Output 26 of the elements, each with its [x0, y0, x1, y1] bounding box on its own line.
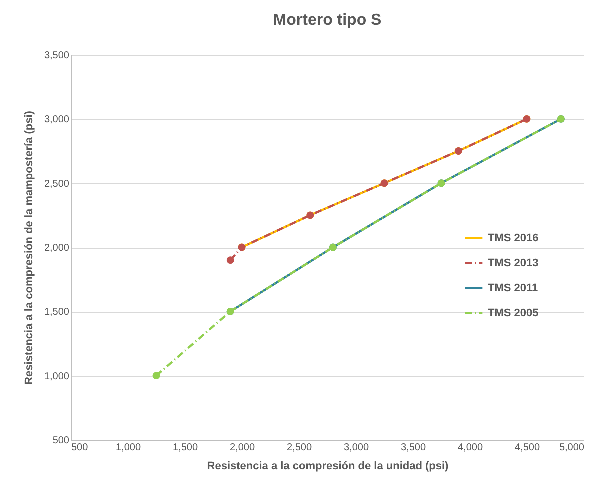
x-tick-label: 3,000: [344, 442, 370, 454]
legend-label: TMS 2011: [488, 282, 538, 294]
x-tick-label: 5,000: [559, 442, 585, 454]
x-tick-label: 1,500: [172, 442, 198, 454]
x-tick-label: 3,500: [400, 442, 426, 454]
x-tick-label: 2,000: [230, 442, 256, 454]
chart-title: Mortero tipo S: [273, 12, 382, 29]
x-tick-label: 4,000: [458, 442, 484, 454]
x-axis-title: Resistencia a la compresión de la unidad (psi): [207, 460, 450, 472]
y-tick-label: 500: [52, 436, 70, 446]
legend-label: TMS 2013: [488, 257, 539, 270]
x-tick-label: 500: [72, 442, 89, 454]
x-tick-label: 2,500: [286, 442, 312, 454]
y-tick-label: 1,000: [44, 371, 70, 382]
y-tick-label: 2,000: [44, 243, 70, 254]
legend-label: TMS 2016: [488, 232, 539, 244]
y-tick-label: 3,500: [44, 50, 70, 62]
y-tick-label: 2,500: [44, 178, 70, 190]
point: [152, 372, 160, 380]
y-tick-label: 3,000: [44, 114, 70, 126]
x-tick-label: 1,000: [116, 442, 142, 454]
legend-label: TMS 2005: [488, 307, 539, 320]
y-tick-label: 1,500: [44, 307, 70, 318]
point: [226, 256, 234, 264]
x-tick-label: 4,500: [514, 442, 540, 454]
y-axis-title: Resistencia a la compresión de la mampostería (psi): [23, 110, 36, 385]
